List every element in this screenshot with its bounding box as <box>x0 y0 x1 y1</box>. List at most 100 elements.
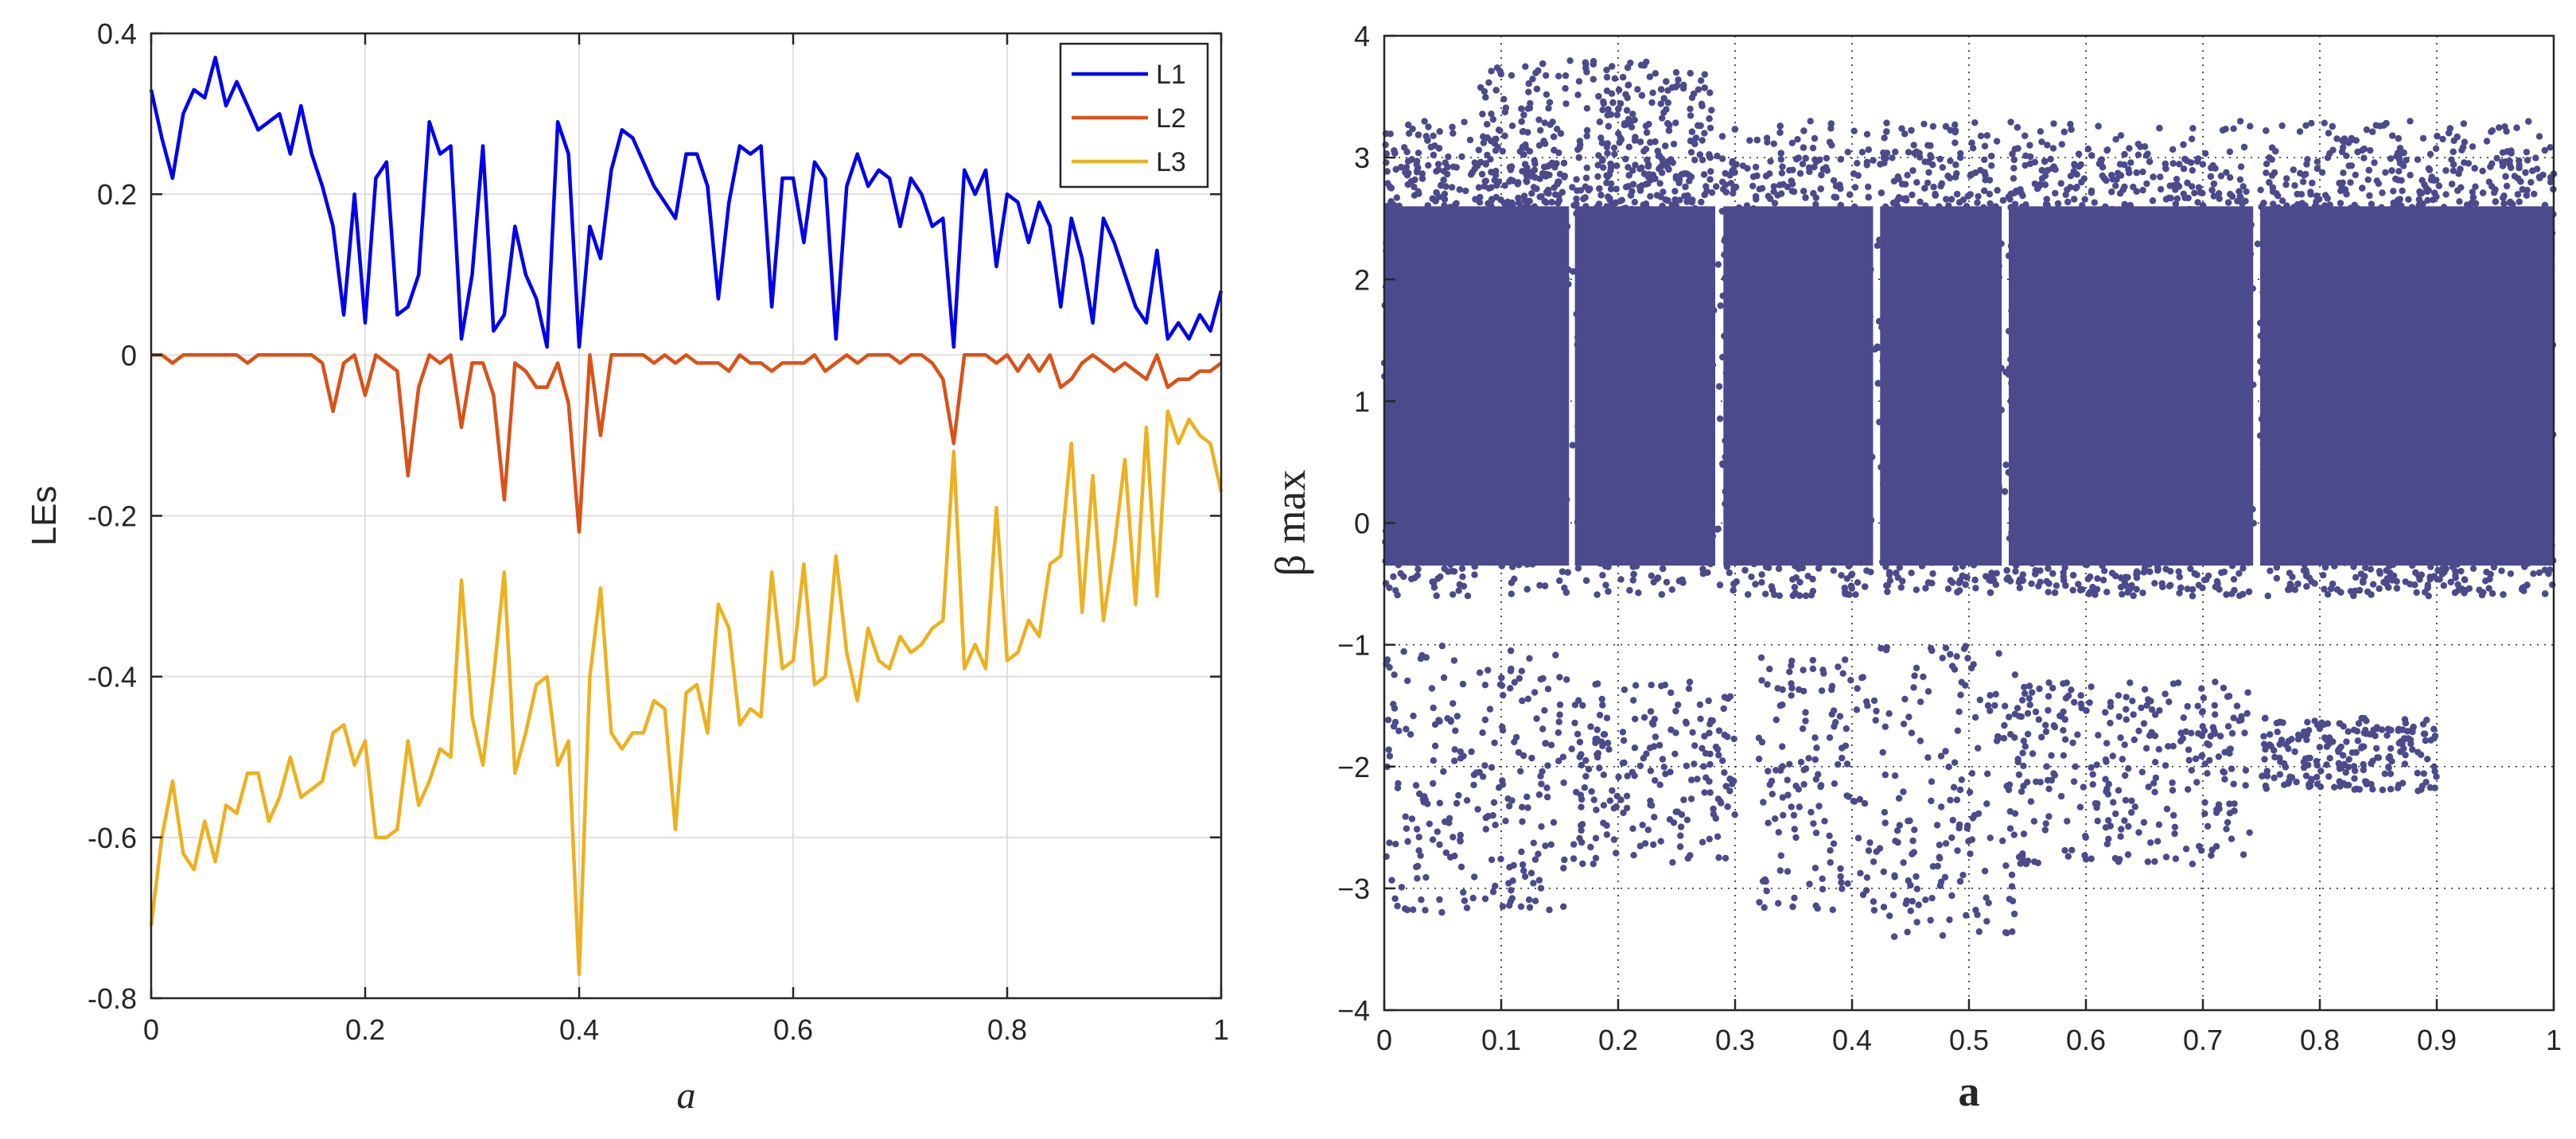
scatter-point <box>2091 199 2098 206</box>
scatter-point <box>1746 137 1753 144</box>
scatter-point <box>2254 240 2262 247</box>
scatter-point <box>2012 189 2019 196</box>
scatter-point <box>2364 176 2372 184</box>
scatter-point <box>1865 183 1872 191</box>
scatter-point <box>1506 164 1514 171</box>
scatter-point <box>2076 586 2084 594</box>
scatter-point <box>2236 570 2243 577</box>
scatter-point <box>2053 582 2060 589</box>
scatter-point <box>1382 141 1389 149</box>
scatter-point <box>1434 161 1442 168</box>
scatter-point <box>2547 178 2555 186</box>
scatter-point <box>1409 125 1416 133</box>
scatter-point <box>2061 564 2068 571</box>
scatter-point <box>2379 189 2386 196</box>
scatter-point <box>2393 577 2400 585</box>
y-tick-label: 0 <box>121 339 137 371</box>
scatter-point <box>2113 176 2120 183</box>
scatter-point <box>1770 140 1777 147</box>
scatter-point <box>2112 182 2119 189</box>
x-tick-label: 0.8 <box>987 1013 1027 1046</box>
scatter-point <box>2454 581 2461 589</box>
scatter-point <box>2010 175 2018 182</box>
scatter-point <box>1762 590 1769 597</box>
scatter-point <box>2347 179 2354 186</box>
scatter-point <box>1458 153 1465 161</box>
scatter-point <box>2166 182 2173 189</box>
scatter-point <box>1449 130 1457 137</box>
scatter-point <box>1883 119 1890 126</box>
scatter-point <box>2278 197 2286 204</box>
scatter-point <box>1865 146 1872 154</box>
y-tick-label: 0.4 <box>97 17 137 50</box>
scatter-point <box>1664 87 1671 94</box>
scatter-point <box>1718 155 1726 162</box>
scatter-point <box>2151 580 2158 587</box>
scatter-point <box>1977 132 1985 140</box>
scatter-point <box>1687 105 1694 113</box>
scatter-point <box>2337 200 2344 207</box>
scatter-point <box>2018 189 2025 197</box>
scatter-point <box>1556 577 1563 585</box>
scatter-point <box>2239 590 2247 598</box>
scatter-point <box>1815 565 1823 572</box>
scatter-point <box>2139 589 2146 597</box>
scatter-point <box>1603 179 1610 187</box>
scatter-point <box>1445 153 1452 161</box>
scatter-point <box>2257 186 2264 193</box>
x-tick-label: 1 <box>1213 1013 1229 1046</box>
scatter-point <box>2286 581 2294 588</box>
scatter-point <box>1421 118 1428 125</box>
scatter-point <box>1986 200 1994 208</box>
y-tick-label: -0.2 <box>88 500 137 533</box>
scatter-point <box>1435 166 1442 173</box>
scatter-point <box>1708 189 1716 196</box>
scatter-point <box>2081 196 2088 203</box>
scatter-point <box>1881 134 1888 142</box>
scatter-point <box>1631 198 1638 206</box>
scatter-point <box>2239 183 2247 190</box>
scatter-point <box>1830 567 1837 574</box>
scatter-point <box>2452 574 2459 581</box>
scatter-point <box>1418 170 1426 177</box>
scatter-point <box>1850 127 1858 134</box>
scatter-point <box>2189 167 2196 174</box>
scatter-point <box>2227 174 2234 181</box>
scatter-point <box>1574 91 1582 99</box>
scatter-point <box>2180 165 2188 173</box>
scatter-point <box>2028 580 2035 587</box>
scatter-point <box>2469 189 2477 196</box>
scatter-point <box>2126 145 2133 152</box>
scatter-point <box>1461 119 1468 126</box>
scatter-point <box>2189 135 2196 142</box>
scatter-point <box>2133 568 2141 575</box>
scatter-point <box>1796 578 1804 586</box>
scatter-point <box>2282 181 2290 189</box>
scatter-point <box>1699 156 1706 164</box>
scatter-point <box>2496 124 2503 131</box>
legend-label-l1: L1 <box>1156 60 1186 90</box>
scatter-point <box>2376 585 2383 593</box>
scatter-point <box>1625 164 1632 171</box>
scatter-point <box>1707 168 1714 175</box>
scatter-point <box>2103 589 2111 596</box>
scatter-point <box>2189 125 2197 132</box>
scatter-point <box>2195 581 2202 589</box>
scatter-point <box>1453 200 1460 207</box>
scatter-point <box>2094 575 2101 582</box>
scatter-point <box>2278 122 2286 130</box>
scatter-point <box>2092 591 2099 598</box>
scatter-point <box>2450 167 2457 174</box>
scatter-point <box>1687 112 1695 119</box>
scatter-point <box>1600 164 1607 171</box>
scatter-point <box>1413 161 1420 168</box>
y-tick-label: -0.6 <box>88 822 137 854</box>
scatter-point <box>2060 569 2067 577</box>
scatter-point <box>1627 118 1635 126</box>
scatter-point <box>1981 142 1989 150</box>
scatter-point <box>1794 136 1801 143</box>
scatter-point <box>1562 72 1570 80</box>
scatter-point <box>1828 142 1835 149</box>
scatter-point <box>1713 183 1720 190</box>
scatter-point <box>2243 188 2250 196</box>
